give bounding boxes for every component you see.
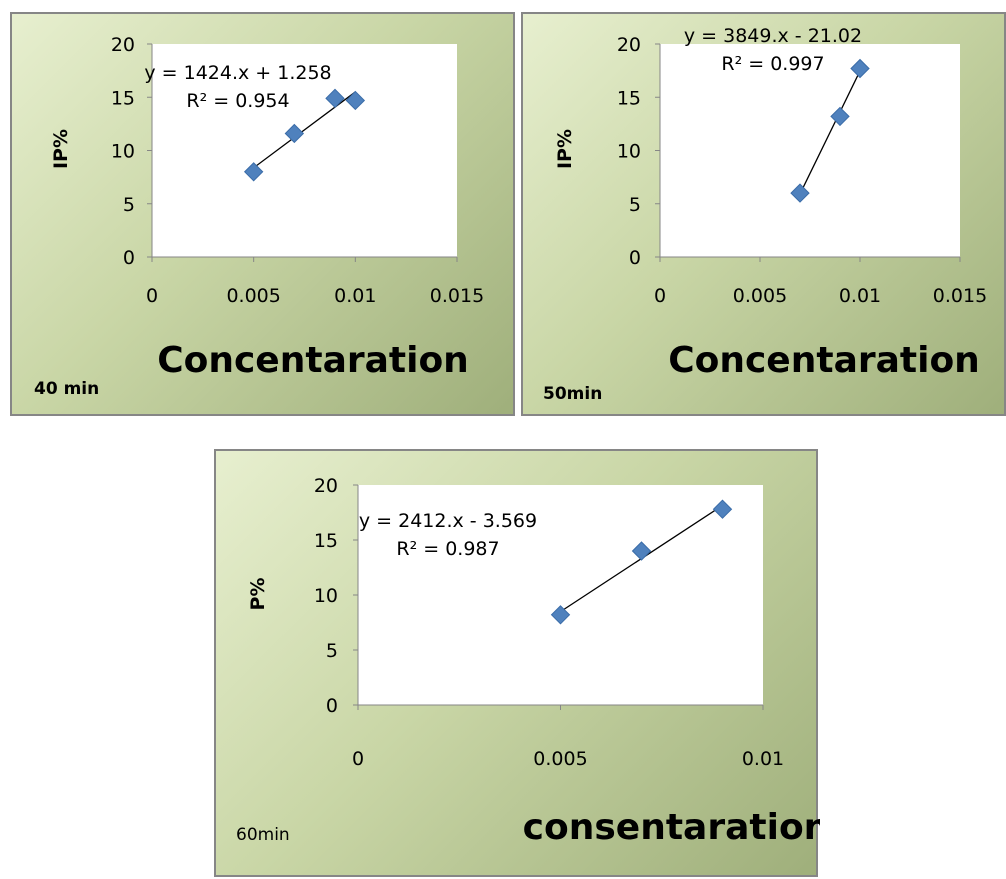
y-tick-label: 0 xyxy=(629,247,641,269)
x-axis-title: consentaration xyxy=(523,807,820,848)
y-tick-label: 5 xyxy=(123,194,135,216)
x-tick-label: 0.005 xyxy=(733,285,787,307)
x-tick-label: 0 xyxy=(654,285,666,307)
panel-label: 50min xyxy=(543,384,603,404)
trendline-equation: y = 3849.x - 21.02 xyxy=(684,25,862,47)
x-tick-label: 0.005 xyxy=(533,748,587,770)
trendline-r2: R² = 0.954 xyxy=(186,90,289,112)
data-point-marker xyxy=(243,162,264,182)
data-point-marker xyxy=(550,605,571,625)
x-tick-label: 0.01 xyxy=(742,748,784,770)
chart-panel-60min: 0 5 10 15 20 0 0.005 0.01 y = 2412.x - 3.569 R² =… xyxy=(214,449,820,877)
y-tick-label: 10 xyxy=(314,585,338,607)
trendline-equation: y = 1424.x + 1.258 xyxy=(144,62,331,84)
plot-area xyxy=(358,485,763,705)
plot-area xyxy=(660,44,960,257)
trendline xyxy=(799,70,861,195)
x-tick-label: 0 xyxy=(146,285,158,307)
y-tick-label: 0 xyxy=(123,247,135,269)
y-axis-title: IP% xyxy=(50,129,72,169)
y-tick-label: 0 xyxy=(326,695,338,717)
y-tick-label: 5 xyxy=(629,194,641,216)
trendline-equation: y = 2412.x - 3.569 xyxy=(359,510,537,532)
y-tick-label: 15 xyxy=(617,87,641,109)
chart-panel-50min: 0 5 10 15 20 0 0.005 0.01 0.015 y = 3849.x - 21.0… xyxy=(521,12,1006,416)
y-tick-label: 10 xyxy=(111,141,135,163)
x-axis-title: Concentaration xyxy=(157,340,469,381)
chart-svg-60min: 0 5 10 15 20 0 0.005 0.01 y = 2412.x - 3.569 R² =… xyxy=(247,475,820,848)
panel-label: 60min xyxy=(236,825,290,845)
x-tick-label: 0 xyxy=(352,748,364,770)
y-tick-label: 15 xyxy=(111,87,135,109)
x-tick-label: 0.015 xyxy=(430,285,484,307)
y-tick-label: 20 xyxy=(617,34,641,56)
plot-area xyxy=(152,44,457,257)
chart-svg-50min: 0 5 10 15 20 0 0.005 0.01 0.015 y = 3849.x - 21.0… xyxy=(554,25,987,381)
chart-svg-40min: 0 5 10 15 20 0 0.005 0.01 0.015 y = 1424.x + 1.25… xyxy=(50,34,484,381)
trendline-r2: R² = 0.997 xyxy=(721,53,824,75)
y-tick-label: 10 xyxy=(617,141,641,163)
y-tick-label: 5 xyxy=(326,640,338,662)
y-axis-title: P% xyxy=(247,578,269,611)
y-tick-label: 20 xyxy=(314,475,338,497)
data-point-marker xyxy=(830,106,850,127)
x-tick-label: 0.01 xyxy=(839,285,881,307)
data-point-marker xyxy=(284,123,305,144)
trendline-r2: R² = 0.987 xyxy=(396,538,499,560)
data-point-marker xyxy=(345,90,366,111)
x-tick-label: 0.015 xyxy=(933,285,987,307)
y-tick-label: 20 xyxy=(111,34,135,56)
x-tick-label: 0.005 xyxy=(226,285,280,307)
data-point-marker xyxy=(850,58,870,79)
panel-label: 40 min xyxy=(34,379,100,399)
y-tick-label: 15 xyxy=(314,530,338,552)
y-axis-title: IP% xyxy=(554,129,576,169)
x-axis-title: Concentaration xyxy=(668,340,980,381)
data-point-marker xyxy=(712,499,733,519)
data-point-marker xyxy=(325,88,345,109)
data-point-marker xyxy=(631,541,652,561)
data-point-marker xyxy=(790,183,810,203)
chart-panel-40min: 0 5 10 15 20 0 0.005 0.01 0.015 y = 1424.x + 1.25… xyxy=(10,12,515,416)
x-tick-label: 0.01 xyxy=(334,285,376,307)
